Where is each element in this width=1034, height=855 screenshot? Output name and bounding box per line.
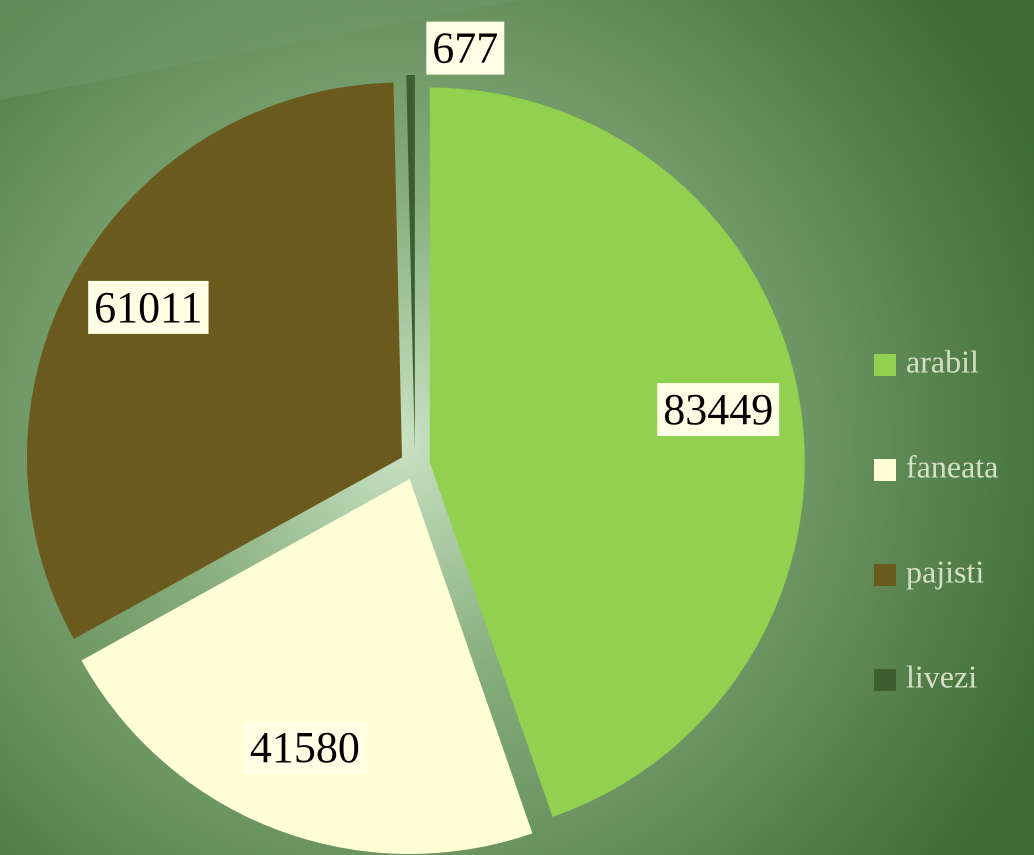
legend-label: faneata: [906, 448, 998, 484]
data-label-text: 677: [432, 24, 498, 73]
pie-slice: [429, 87, 805, 817]
data-label: 61011: [88, 280, 209, 334]
legend-swatch: [874, 354, 896, 376]
background-band: [0, 0, 520, 100]
legend-label: livezi: [906, 658, 977, 694]
data-label-text: 83449: [663, 385, 773, 434]
legend-label: arabil: [906, 343, 979, 379]
data-label-text: 41580: [250, 723, 360, 772]
data-label-text: 61011: [94, 283, 202, 332]
data-label-box: [88, 280, 209, 334]
data-label-box: [657, 383, 780, 437]
legend-swatch: [874, 564, 896, 586]
data-label: 83449: [657, 383, 780, 437]
legend-swatch: [874, 669, 896, 691]
legend-label: pajisti: [906, 553, 984, 589]
data-label-box: [426, 21, 505, 75]
legend-swatch: [874, 459, 896, 481]
pie-slice: [26, 82, 402, 639]
data-label-box: [243, 721, 366, 775]
data-label: 41580: [243, 721, 366, 775]
pie-slice: [406, 75, 415, 451]
data-label: 677: [426, 21, 505, 75]
pie-slice: [81, 479, 533, 855]
